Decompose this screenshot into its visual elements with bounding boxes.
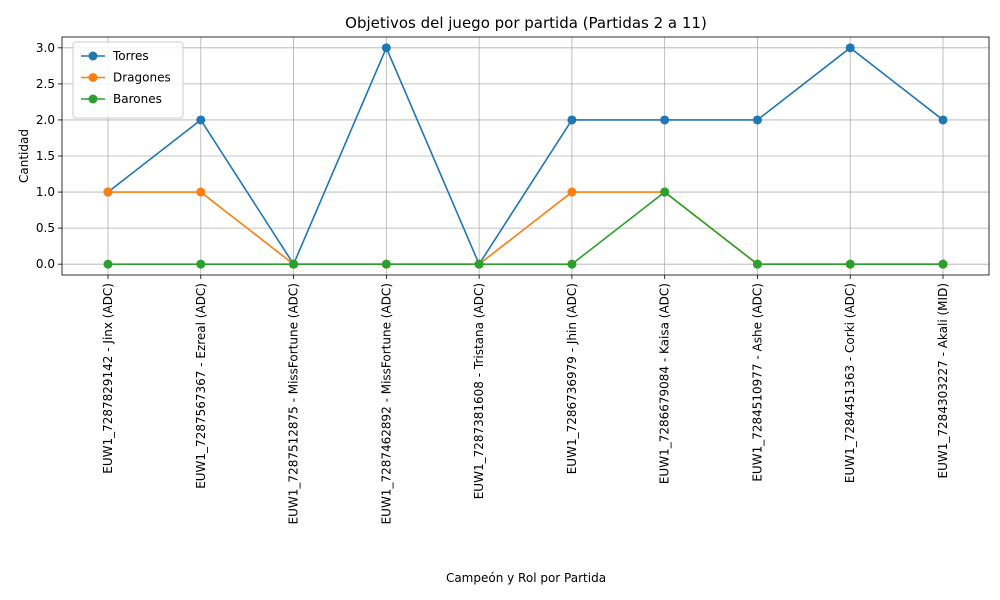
series-barones [103, 187, 948, 269]
y-tick-label: 3.0 [36, 41, 55, 55]
x-tick-label: EUW1_7287462892 - MissFortune (ADC) [379, 283, 393, 524]
data-point [752, 115, 762, 125]
data-point [381, 43, 391, 53]
y-axis-label: Cantidad [17, 129, 31, 183]
data-point [381, 259, 391, 269]
x-tick-label: EUW1_7286736979 - Jhin (ADC) [565, 283, 579, 474]
data-point [845, 43, 855, 53]
x-tick-label: EUW1_7286679084 - Kaisa (ADC) [658, 283, 672, 484]
x-tick-label: EUW1_7287512875 - MissFortune (ADC) [287, 283, 301, 524]
data-point [938, 259, 948, 269]
legend-marker [88, 73, 98, 82]
y-tick-label: 0.5 [36, 221, 55, 235]
data-point [103, 187, 113, 197]
data-point [474, 259, 484, 269]
y-tick-label: 1.0 [36, 185, 55, 199]
legend-label: Dragones [113, 71, 171, 85]
x-tick-label: EUW1_7284510977 - Ashe (ADC) [750, 283, 764, 482]
legend-marker [88, 94, 98, 104]
data-point [289, 259, 299, 269]
legend-label: Barones [113, 92, 162, 106]
y-tick-labels: 0.0 0.5 1.0 1.5 2.0 2.5 3.0 [36, 41, 55, 271]
x-tick-label: EUW1_7287567367 - Ezreal (ADC) [194, 283, 208, 489]
data-point [660, 115, 670, 125]
data-point [196, 187, 206, 197]
data-point [196, 115, 206, 125]
series-group [103, 43, 948, 269]
data-point [196, 259, 206, 269]
y-tick-label: 1.5 [36, 149, 55, 163]
y-tick-label: 2.5 [36, 77, 55, 91]
data-point [845, 259, 855, 269]
data-point [103, 259, 113, 269]
axes [58, 36, 990, 279]
axes-frame [61, 36, 990, 276]
x-tick-label: EUW1_7284303227 - Akali (MID) [936, 283, 950, 478]
data-point [660, 187, 670, 197]
x-tick-label: EUW1_7287829142 - Jinx (ADC) [101, 283, 115, 474]
x-tick-labels: EUW1_7287829142 - Jinx (ADC) EUW1_7287567… [101, 283, 950, 524]
legend: Torres Dragones Barones [72, 41, 184, 119]
data-point [752, 259, 762, 269]
legend-marker [88, 51, 98, 61]
data-point [567, 259, 577, 269]
y-tick-label: 2.0 [36, 113, 55, 127]
chart-title: Objetivos del juego por partida (Partida… [345, 14, 707, 32]
y-tick-label: 0.0 [36, 257, 55, 271]
x-tick-label: EUW1_7284451363 - Corki (ADC) [843, 283, 857, 483]
data-point [938, 115, 948, 125]
data-point [567, 187, 577, 197]
x-tick-label: EUW1_7287381608 - Tristana (ADC) [472, 283, 486, 499]
series-line [107, 45, 944, 266]
series-line [108, 191, 943, 265]
legend-label: Torres [112, 49, 149, 63]
x-axis-label: Campeón y Rol por Partida [446, 571, 606, 585]
data-point [567, 115, 577, 125]
